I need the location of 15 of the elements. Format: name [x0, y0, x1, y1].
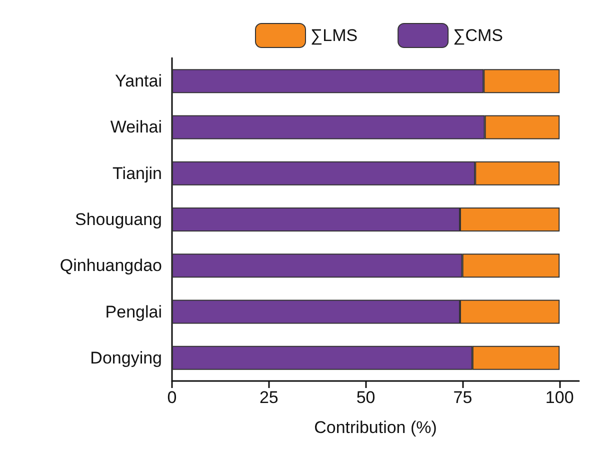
x-axis-title: Contribution (%)	[314, 418, 437, 437]
x-tick-label: 0	[167, 388, 177, 407]
x-tick-label: 25	[259, 388, 278, 407]
y-tick-label: Qinhuangdao	[60, 256, 162, 276]
y-tick-label: Tianjin	[112, 164, 162, 183]
y-tick-label: Weihai	[110, 118, 162, 137]
y-tick-label: Shouguang	[75, 210, 162, 229]
legend-label: ∑LMS	[310, 26, 358, 45]
x-tick-label: 50	[356, 388, 376, 407]
x-tick-label: 75	[453, 388, 472, 407]
x-tick-label: 100	[545, 388, 574, 407]
y-tick-label: Yantai	[115, 72, 162, 91]
y-tick-label: Dongying	[90, 348, 162, 368]
legend-label: ∑CMS	[453, 26, 503, 45]
y-tick-label: Penglai	[105, 302, 162, 322]
